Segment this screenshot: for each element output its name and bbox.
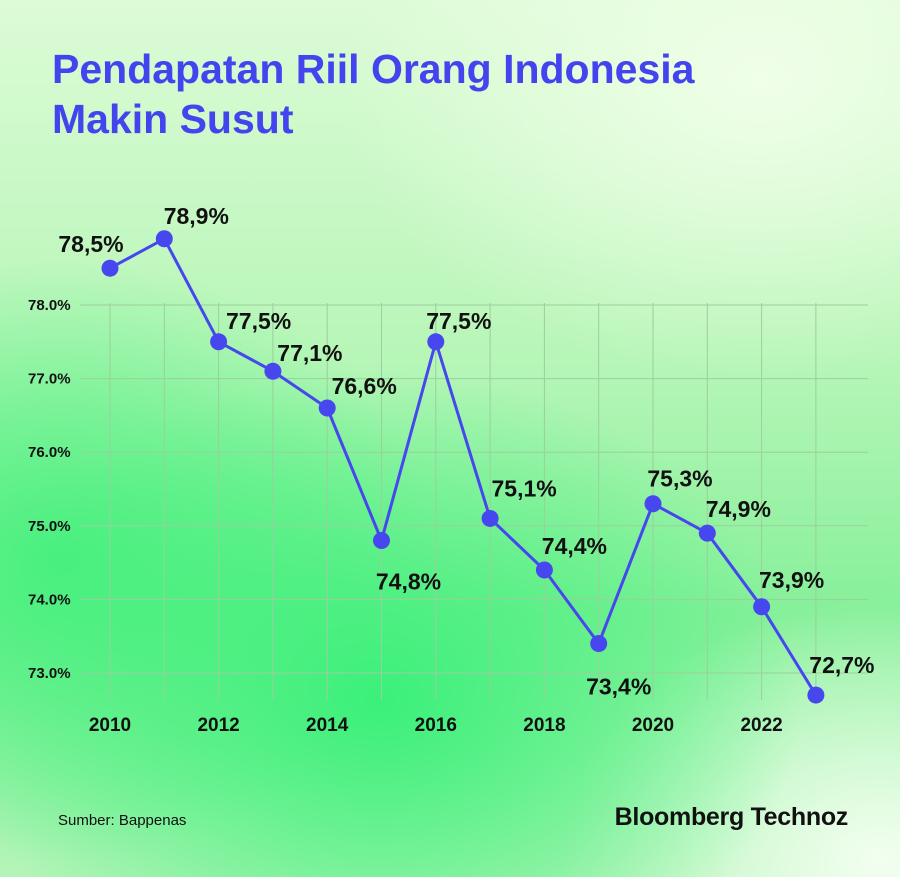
data-point-2019	[590, 635, 608, 653]
data-label-2019: 73,4%	[586, 674, 651, 700]
x-axis-tick-labels: 2010 2012 2014 2016 2018 2020 2022	[89, 715, 783, 736]
y-tick-label: 75.0%	[28, 518, 71, 535]
data-point-2016	[427, 333, 445, 351]
x-tick-label: 2012	[197, 715, 239, 736]
data-label-2011: 78,9%	[164, 203, 229, 229]
x-tick-label: 2014	[306, 715, 349, 736]
data-label-2014: 76,6%	[332, 373, 397, 399]
x-tick-label: 2016	[415, 715, 457, 736]
data-point-2010	[101, 259, 119, 277]
data-label-2021: 74,9%	[706, 496, 771, 522]
data-point-2017	[481, 509, 499, 527]
data-label-2018: 74,4%	[542, 533, 607, 559]
y-tick-label: 77.0%	[28, 371, 71, 388]
x-tick-label: 2020	[632, 715, 674, 736]
data-point-2021	[698, 524, 716, 542]
data-point-2018	[535, 561, 553, 579]
y-tick-label: 73.0%	[28, 665, 71, 682]
chart-title: Pendapatan Riil Orang Indonesia Makin Su…	[52, 44, 872, 144]
data-label-2013: 77,1%	[277, 340, 342, 366]
data-label-2020: 75,3%	[647, 466, 712, 492]
data-point-2011	[155, 230, 173, 248]
horizontal-gridlines	[80, 304, 868, 674]
data-label-2012: 77,5%	[226, 308, 291, 334]
data-labels: 78,5% 78,9% 77,5% 77,1% 76,6% 74,8% 77,5% 75,1%…	[58, 203, 874, 700]
data-label-2010: 78,5%	[58, 231, 123, 257]
x-tick-label: 2010	[89, 715, 131, 736]
data-point-2013	[264, 362, 282, 380]
data-label-2022: 73,9%	[759, 567, 824, 593]
data-point-2020	[644, 495, 662, 513]
x-tick-label: 2022	[740, 715, 782, 736]
chart-title-line-2: Makin Susut	[52, 96, 294, 142]
series-line	[109, 237, 818, 696]
data-point-2012	[210, 333, 228, 351]
y-axis-tick-labels: 73.0% 74.0% 75.0% 76.0% 77.0% 78.0%	[28, 297, 71, 682]
y-tick-label: 74.0%	[28, 591, 71, 608]
data-point-2022	[753, 598, 771, 616]
data-label-2015: 74,8%	[376, 569, 441, 595]
x-tick-label: 2018	[523, 715, 565, 736]
data-point-2014	[318, 399, 336, 417]
y-tick-label: 78.0%	[28, 297, 71, 314]
data-point-2015	[373, 532, 390, 550]
data-point-2023	[807, 686, 825, 704]
data-label-2016: 77,5%	[426, 308, 491, 334]
data-points	[101, 230, 825, 704]
brand-logo: Bloomberg Technoz	[614, 803, 849, 831]
data-label-2023: 72,7%	[809, 652, 874, 678]
chart-title-line-1: Pendapatan Riil Orang Indonesia	[52, 46, 695, 92]
data-label-2017: 75,1%	[491, 475, 556, 501]
source-note: Sumber: Bappenas	[58, 812, 187, 829]
y-tick-label: 76.0%	[28, 444, 71, 461]
